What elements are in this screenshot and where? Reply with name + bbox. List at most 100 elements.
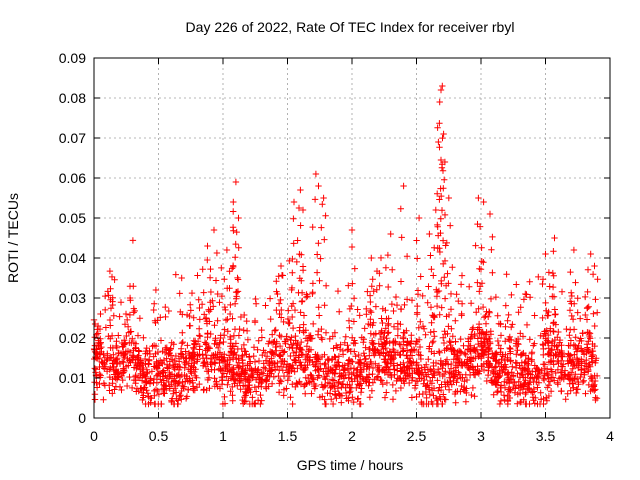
data-point xyxy=(432,206,439,214)
data-point xyxy=(296,378,303,386)
data-point xyxy=(449,264,456,271)
data-point xyxy=(319,201,326,208)
data-point xyxy=(270,351,277,358)
data-point xyxy=(358,385,365,392)
data-point xyxy=(174,380,181,387)
data-point xyxy=(506,388,513,395)
data-point xyxy=(513,351,520,358)
data-point xyxy=(160,356,168,364)
data-point xyxy=(207,288,215,296)
data-point xyxy=(145,393,152,400)
data-point xyxy=(121,340,128,347)
data-point xyxy=(288,284,296,292)
data-point xyxy=(407,340,414,347)
data-point xyxy=(433,293,441,300)
data-point xyxy=(545,382,552,389)
data-point xyxy=(290,356,298,363)
data-point xyxy=(427,366,434,373)
data-point xyxy=(401,301,408,309)
data-point xyxy=(434,124,441,131)
data-point xyxy=(583,356,590,364)
data-point xyxy=(517,330,524,337)
data-point xyxy=(363,311,370,318)
data-point xyxy=(357,389,365,396)
data-point xyxy=(145,361,152,368)
data-point xyxy=(136,315,144,322)
data-point xyxy=(564,371,572,379)
data-point xyxy=(144,390,151,397)
data-point xyxy=(493,381,500,389)
data-point xyxy=(151,387,158,395)
data-point xyxy=(371,345,378,353)
data-point xyxy=(188,362,195,369)
data-point xyxy=(585,303,592,310)
data-point xyxy=(294,237,301,244)
y-tick-label: 0.01 xyxy=(59,370,86,386)
data-point xyxy=(514,400,521,407)
data-point xyxy=(422,331,429,338)
data-point xyxy=(467,357,474,364)
data-point xyxy=(425,345,433,352)
data-point xyxy=(332,354,339,361)
data-point xyxy=(400,377,407,385)
data-point xyxy=(469,326,476,333)
data-point xyxy=(583,316,591,323)
data-point xyxy=(355,351,362,359)
data-point xyxy=(568,289,575,296)
data-point xyxy=(213,354,221,362)
data-point xyxy=(322,282,330,289)
data-point xyxy=(419,292,426,300)
x-tick-label: 3.5 xyxy=(536,428,556,444)
data-point xyxy=(446,338,453,345)
data-point xyxy=(166,347,173,354)
data-point xyxy=(411,367,418,375)
data-point xyxy=(507,387,514,394)
data-point xyxy=(350,340,358,347)
data-point xyxy=(479,347,487,354)
data-point xyxy=(196,316,203,323)
data-point xyxy=(486,345,493,352)
data-point xyxy=(96,350,103,357)
data-point xyxy=(101,382,109,389)
data-point xyxy=(185,349,193,357)
data-point xyxy=(293,258,300,266)
data-point xyxy=(278,272,286,279)
data-point xyxy=(427,304,435,311)
data-point xyxy=(354,395,361,403)
data-point xyxy=(221,326,228,333)
data-point xyxy=(196,325,203,332)
data-point xyxy=(178,340,186,347)
data-point xyxy=(514,370,521,377)
data-point xyxy=(232,288,240,296)
data-point xyxy=(545,350,552,358)
data-point xyxy=(308,390,315,397)
data-point xyxy=(415,324,422,331)
data-point xyxy=(126,311,134,319)
data-point xyxy=(379,305,386,312)
data-point xyxy=(461,378,468,385)
data-point xyxy=(545,331,552,339)
data-point xyxy=(454,375,461,382)
data-point xyxy=(121,351,128,358)
data-point xyxy=(219,377,226,384)
data-point xyxy=(415,336,423,343)
data-point xyxy=(364,374,371,381)
data-point xyxy=(496,373,503,380)
data-point xyxy=(375,348,383,356)
data-point xyxy=(423,394,430,402)
data-point xyxy=(104,288,111,295)
data-point xyxy=(489,354,497,362)
data-point xyxy=(549,293,556,300)
data-point xyxy=(237,313,245,321)
data-point xyxy=(503,271,510,278)
data-point xyxy=(552,321,559,328)
data-point xyxy=(441,176,448,183)
data-point xyxy=(580,351,588,358)
data-point xyxy=(497,384,504,392)
data-point xyxy=(255,357,263,365)
data-point xyxy=(240,341,248,349)
data-point xyxy=(360,339,367,346)
data-point xyxy=(338,373,345,380)
data-point xyxy=(375,340,382,347)
data-point xyxy=(96,380,103,388)
